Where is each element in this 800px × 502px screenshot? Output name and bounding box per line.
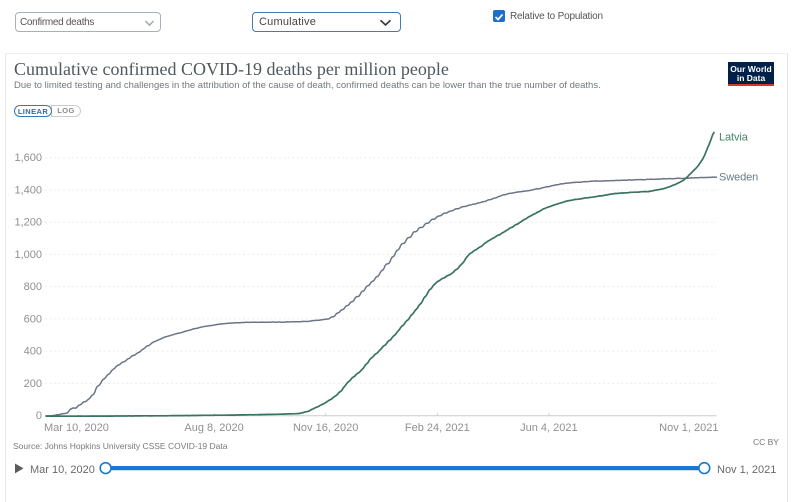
- svg-text:1,000: 1,000: [14, 249, 42, 261]
- svg-text:1,600: 1,600: [14, 152, 42, 164]
- svg-text:Sweden: Sweden: [719, 172, 758, 184]
- svg-text:Nov 1, 2021: Nov 1, 2021: [659, 422, 718, 434]
- svg-text:Aug 8, 2020: Aug 8, 2020: [184, 422, 243, 434]
- svg-text:Mar 10, 2020: Mar 10, 2020: [44, 422, 109, 434]
- svg-text:800: 800: [24, 281, 42, 293]
- svg-text:400: 400: [24, 346, 42, 358]
- svg-text:Nov 16, 2020: Nov 16, 2020: [293, 422, 358, 434]
- svg-text:0: 0: [36, 410, 42, 422]
- svg-text:Feb 24, 2021: Feb 24, 2021: [405, 422, 470, 434]
- svg-text:Jun 4, 2021: Jun 4, 2021: [520, 422, 578, 434]
- svg-text:200: 200: [24, 378, 42, 390]
- svg-text:1,200: 1,200: [14, 217, 42, 229]
- svg-text:Latvia: Latvia: [719, 132, 749, 144]
- svg-text:600: 600: [24, 313, 42, 325]
- svg-text:1,400: 1,400: [14, 185, 42, 197]
